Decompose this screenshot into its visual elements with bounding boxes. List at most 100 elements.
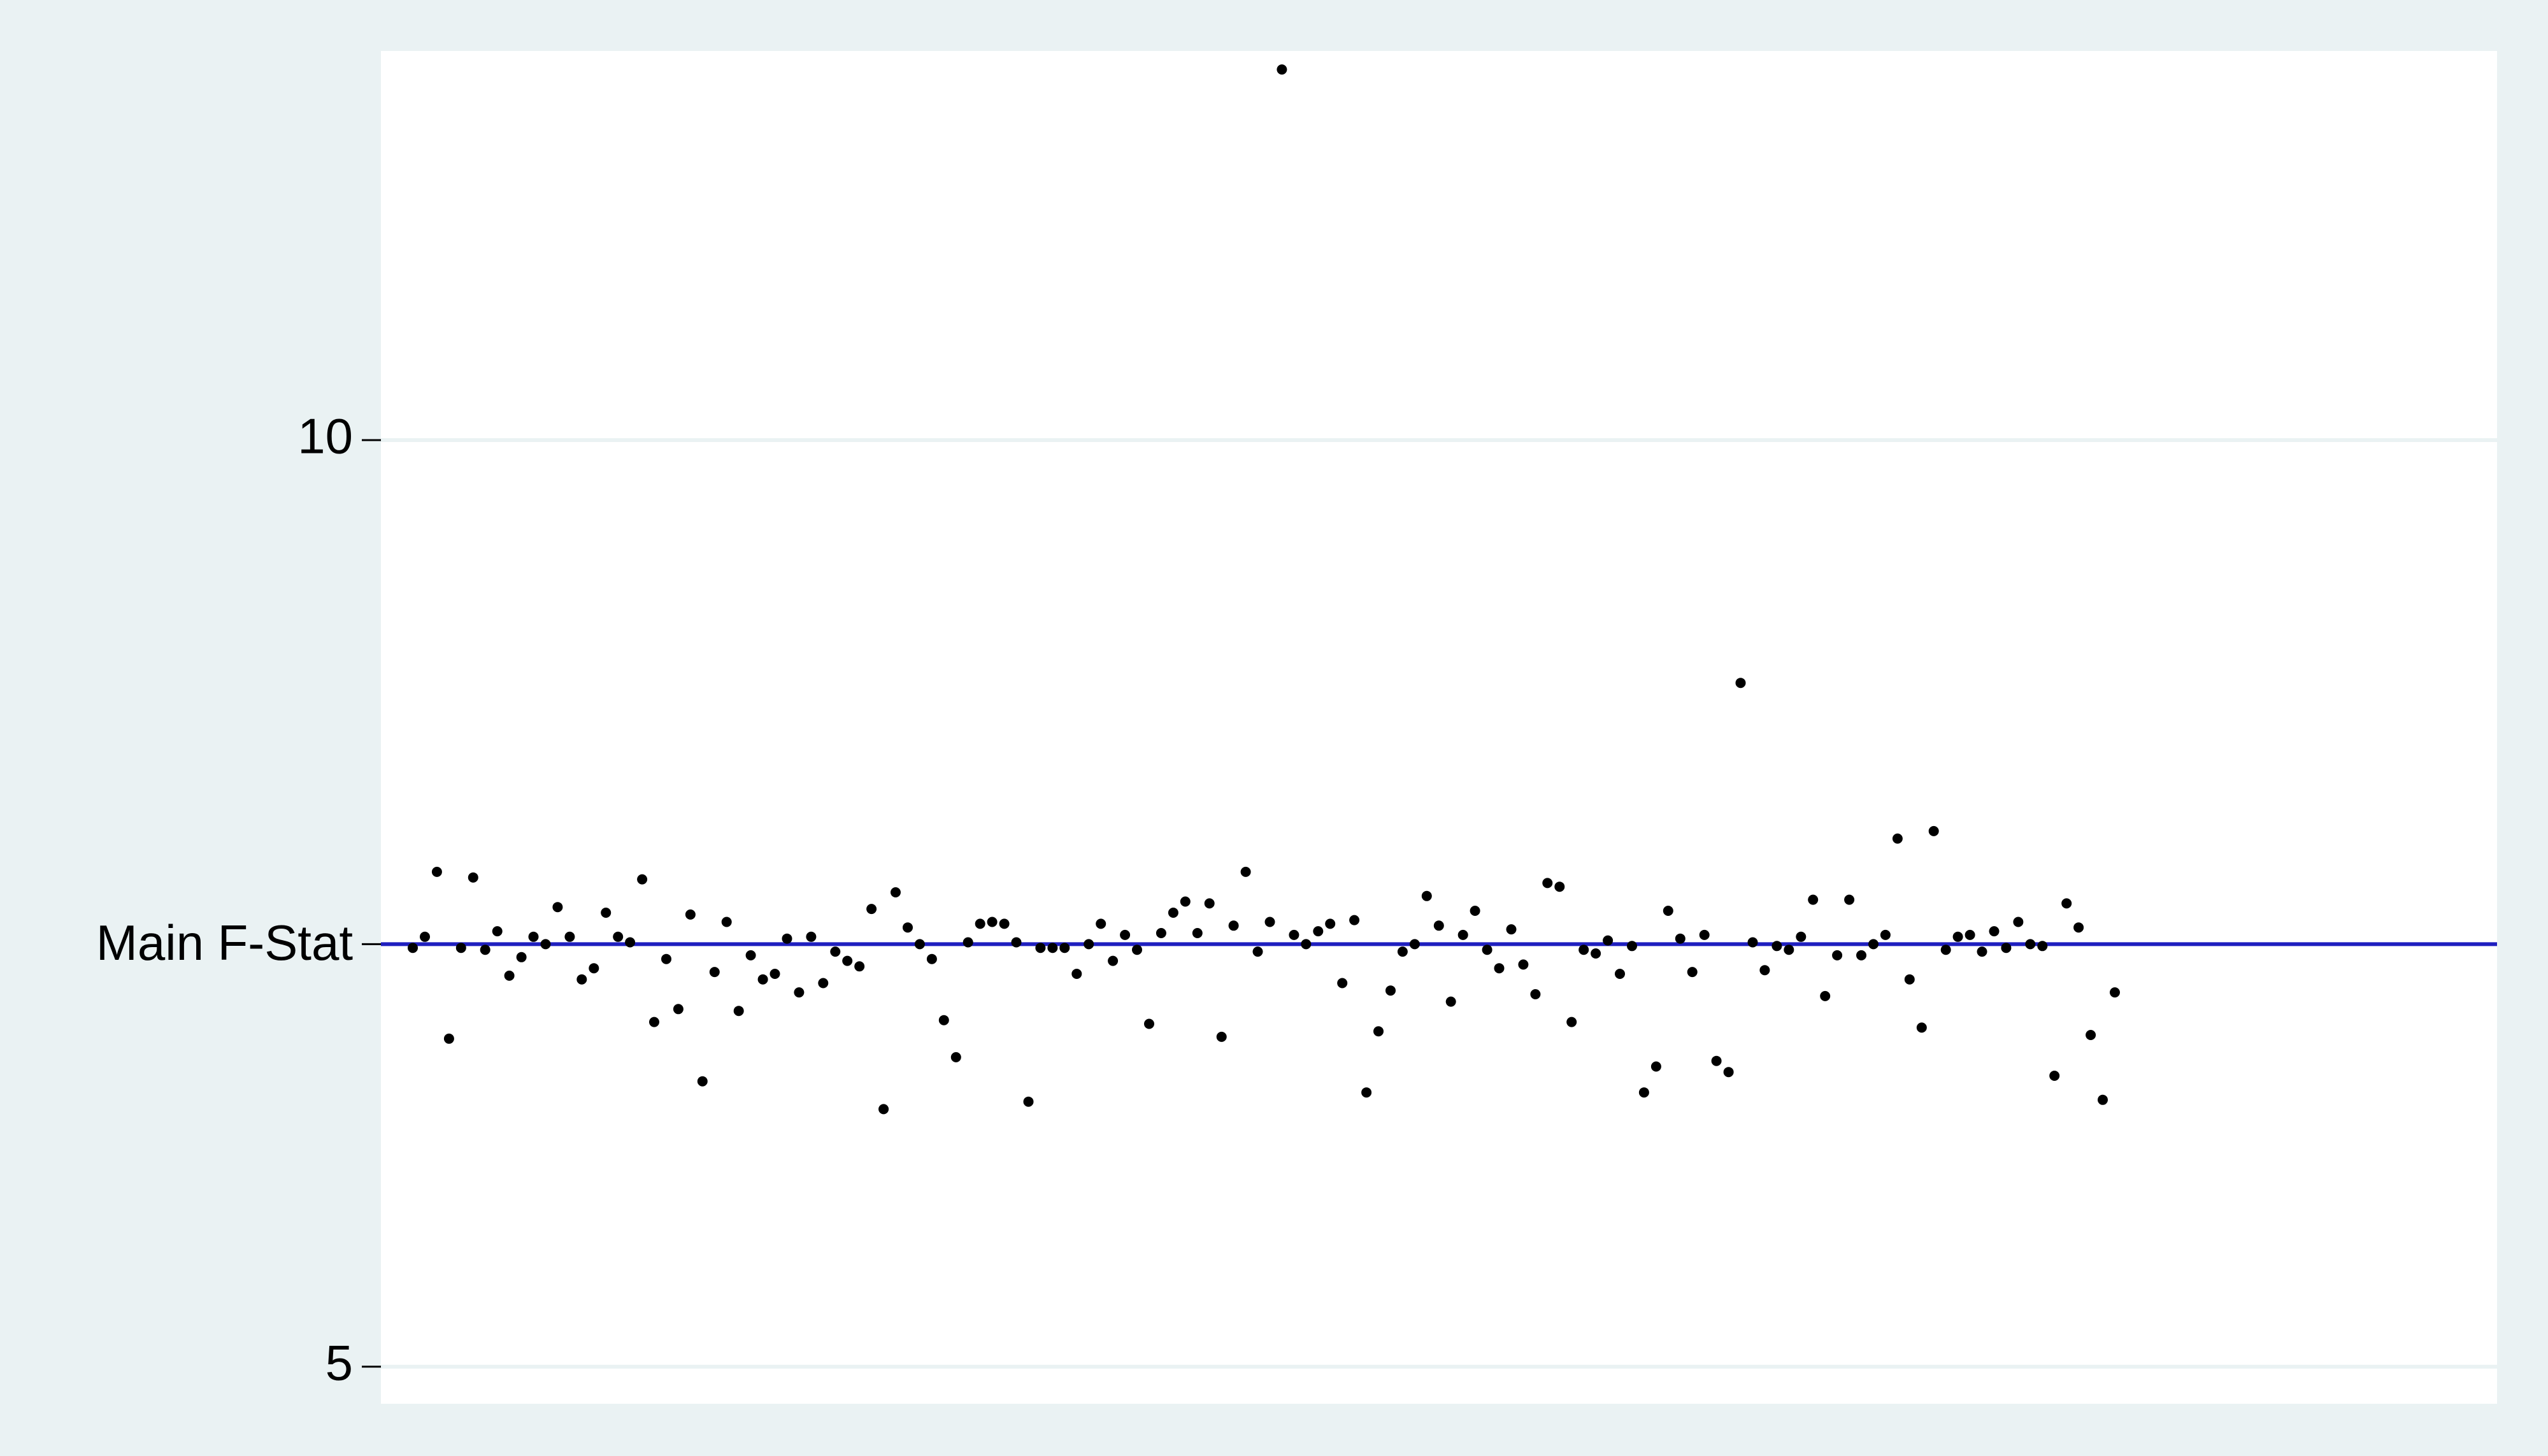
data-point (1699, 929, 1710, 940)
data-point (878, 1104, 889, 1115)
y-axis: 10 5 (297, 408, 381, 1390)
data-point (1301, 939, 1312, 950)
data-point (673, 1004, 684, 1015)
data-point (1264, 917, 1275, 927)
data-point (1168, 908, 1178, 918)
data-point (1542, 878, 1553, 889)
data-point (891, 887, 901, 897)
data-point (1144, 1018, 1154, 1029)
data-point (492, 926, 503, 937)
data-point (1820, 990, 1831, 1001)
data-point (1952, 931, 1963, 942)
data-point (649, 1017, 659, 1027)
data-point (1361, 1087, 1372, 1098)
data-point (1313, 926, 1324, 937)
data-point (1735, 678, 1746, 689)
data-point (1156, 928, 1166, 938)
data-point (1771, 941, 1782, 952)
data-point (818, 978, 829, 989)
data-point (950, 1052, 961, 1062)
data-point (504, 970, 515, 981)
data-point (745, 950, 756, 960)
data-point (938, 1015, 949, 1025)
data-point (999, 918, 1010, 929)
data-point (733, 1006, 744, 1017)
data-point (2073, 922, 2084, 933)
data-point (1470, 906, 1480, 916)
gridlines (381, 438, 2497, 1369)
data-point (1228, 920, 1239, 931)
data-point (1603, 935, 1614, 946)
data-point (1591, 948, 1601, 959)
data-point (769, 969, 780, 979)
data-point (1663, 906, 1673, 916)
data-point (1192, 928, 1203, 938)
data-point (1530, 989, 1541, 999)
data-point (516, 952, 527, 962)
data-point (1397, 946, 1408, 957)
data-point (1011, 937, 1022, 948)
data-point (2013, 917, 2024, 927)
data-point (1615, 969, 1625, 979)
data-point (2110, 987, 2120, 998)
data-point (1494, 963, 1505, 974)
data-point (1892, 833, 1903, 844)
data-point (987, 917, 998, 927)
data-point (1289, 929, 1299, 940)
data-point (455, 943, 466, 953)
data-point (1252, 946, 1263, 957)
data-point (794, 987, 805, 998)
data-point (2001, 943, 2012, 953)
data-point (1832, 950, 1843, 960)
data-point (1518, 959, 1529, 970)
data-point (613, 931, 624, 942)
data-point (552, 902, 563, 913)
data-point (2086, 1030, 2096, 1040)
data-point (1844, 894, 1855, 905)
data-point (1132, 945, 1142, 955)
data-point (1784, 945, 1794, 955)
data-point (625, 937, 636, 948)
data-point (1928, 825, 1939, 836)
data-point (926, 953, 937, 964)
data-point (1337, 978, 1348, 989)
y-tick-label-10: 10 (297, 408, 353, 464)
data-point (903, 922, 913, 933)
data-point (975, 918, 985, 929)
data-point (408, 943, 418, 953)
data-point (830, 946, 841, 957)
data-point (963, 937, 973, 948)
data-point (1638, 1087, 1649, 1098)
data-point (1506, 924, 1517, 935)
data-point (576, 974, 587, 985)
data-point (1675, 933, 1686, 944)
data-point (1747, 937, 1758, 948)
data-point (1808, 894, 1819, 905)
data-point (1880, 929, 1891, 940)
data-point (1554, 881, 1565, 892)
data-points (408, 64, 2120, 1115)
data-point (842, 955, 853, 966)
data-point (1965, 929, 1975, 940)
data-point (721, 917, 732, 927)
data-point (1916, 1022, 1927, 1033)
data-point (637, 874, 648, 885)
data-point (2098, 1094, 2108, 1105)
data-point (1445, 996, 1456, 1007)
data-point (1989, 926, 2000, 937)
data-point (1650, 1061, 1661, 1072)
data-point (806, 931, 817, 942)
data-point (1084, 939, 1094, 950)
data-point (854, 961, 865, 972)
data-point (1409, 939, 1420, 950)
data-point (1627, 941, 1637, 952)
data-point (420, 931, 430, 942)
data-point (1940, 945, 1951, 955)
data-point (1180, 896, 1191, 907)
data-point (1711, 1055, 1722, 1066)
data-point (685, 909, 696, 920)
data-point (1047, 943, 1058, 953)
data-point (2025, 939, 2036, 950)
data-point (1349, 915, 1360, 925)
